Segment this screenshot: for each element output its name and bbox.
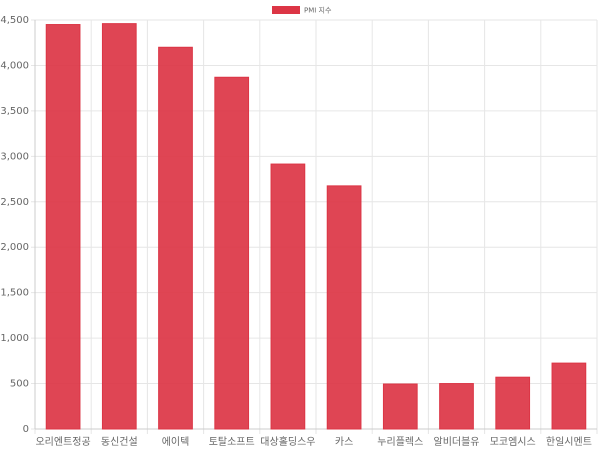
x-tick-label: 동신건설: [101, 436, 138, 448]
bar: [439, 383, 474, 430]
legend-swatch: [272, 6, 300, 14]
y-tick-label: 2,500: [0, 197, 29, 208]
bar: [214, 76, 250, 430]
x-tick-label: 한일시멘트: [546, 436, 592, 448]
y-tick-label: 4,000: [0, 60, 29, 71]
bar: [551, 362, 587, 430]
y-tick-label: 1,000: [0, 333, 29, 344]
y-tick-label: 2,000: [0, 242, 29, 253]
x-tick-label: 토탈소프트: [209, 435, 255, 448]
x-tick-label: 알비더블유: [434, 436, 480, 448]
bar: [158, 46, 193, 430]
y-tick-label: 1,500: [0, 288, 29, 299]
bar: [382, 383, 418, 430]
y-tick-label: 4,500: [0, 15, 29, 26]
y-tick-label: 3,000: [0, 151, 29, 162]
bar: [101, 23, 137, 430]
y-tick-label: 500: [10, 379, 29, 390]
bar: [45, 24, 81, 430]
x-tick-label: 에이텍: [162, 436, 190, 448]
bar: [270, 163, 306, 430]
x-tick-label: 카스: [335, 436, 353, 448]
bar: [326, 185, 362, 430]
bar: [495, 376, 531, 430]
y-tick-label: 3,500: [0, 106, 29, 117]
x-tick-label: 누리플렉스: [377, 436, 423, 448]
y-tick-label: 0: [23, 424, 29, 435]
x-tick-label: 모코엠시스: [490, 436, 536, 448]
x-tick-label: 대상홀딩스우: [260, 435, 315, 448]
x-tick-label: 오리엔트정공: [35, 436, 90, 448]
legend-label: PMI 지수: [304, 6, 332, 15]
